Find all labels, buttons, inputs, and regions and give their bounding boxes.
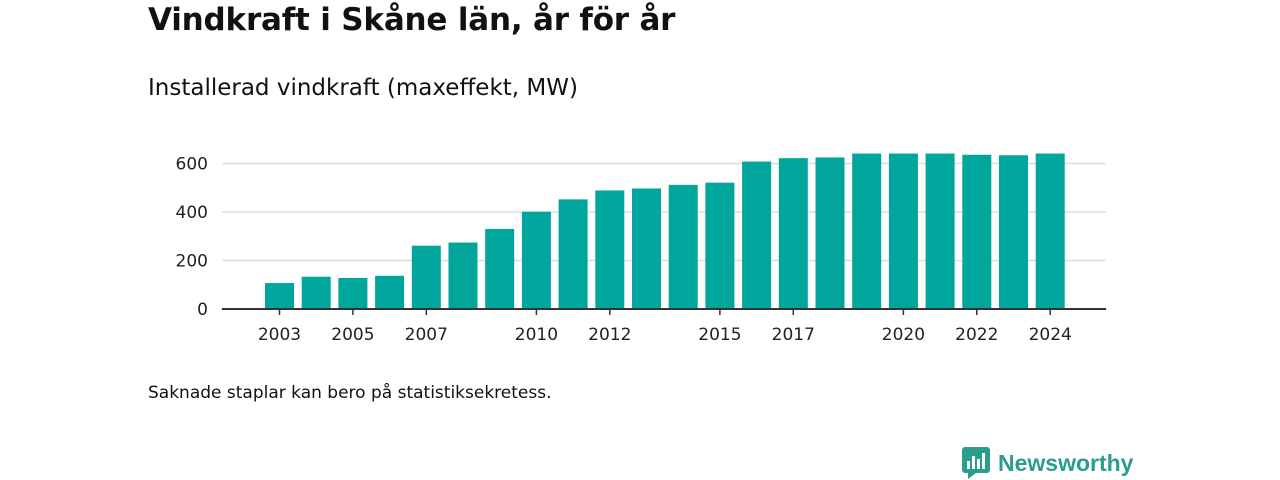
bar-2005 <box>338 277 368 309</box>
bar-2007 <box>411 245 441 309</box>
bar-2008 <box>448 242 478 309</box>
bar-2021 <box>925 153 955 309</box>
bar-2003 <box>265 283 294 309</box>
bar-2015 <box>705 182 735 309</box>
x-tick-label-2005: 2005 <box>331 325 374 345</box>
footnote: Saknade staplar kan bero på statistiksek… <box>148 383 552 403</box>
y-tick-label-200: 200 <box>176 252 208 272</box>
bar-2022 <box>962 154 992 309</box>
x-tick-label-2012: 2012 <box>588 325 631 345</box>
bar-2012 <box>595 190 625 309</box>
x-tick-label-2020: 2020 <box>882 325 925 345</box>
x-tick-label-2010: 2010 <box>515 325 558 345</box>
newsworthy-logo-icon <box>962 447 990 479</box>
y-tick-label-0: 0 <box>197 300 208 320</box>
bar-2011 <box>558 199 588 309</box>
bar-2013 <box>632 188 661 309</box>
x-tick-label-2017: 2017 <box>772 325 815 345</box>
bar-chart: 0 200 400 600 2003 2005 2007 2010 2012 2015 2017 20… <box>176 153 1106 345</box>
y-tick-label-400: 400 <box>176 203 208 223</box>
bar-2016 <box>742 161 772 309</box>
brand-name: Newsworthy <box>998 449 1134 476</box>
bar-2006 <box>375 275 405 309</box>
bar-2019 <box>852 153 882 309</box>
bar-2004 <box>301 276 331 309</box>
chart-subtitle: Installerad vindkraft (maxeffekt, MW) <box>148 75 578 101</box>
bar-2017 <box>778 158 808 309</box>
bar-2018 <box>815 157 845 309</box>
x-tick-label-2024: 2024 <box>1029 325 1072 345</box>
bar-2023 <box>999 155 1028 309</box>
bar-2014 <box>668 184 698 309</box>
y-tick-label-600: 600 <box>176 155 208 175</box>
chart-title: Vindkraft i Skåne län, år för år <box>148 2 676 38</box>
x-tick-label-2007: 2007 <box>405 325 448 345</box>
bar-2020 <box>888 153 918 309</box>
bar-2010 <box>521 211 551 309</box>
bar-2024 <box>1035 153 1065 309</box>
x-tick-label-2022: 2022 <box>955 325 998 345</box>
x-tick-label-2003: 2003 <box>258 325 301 345</box>
brand-logo: Newsworthy <box>962 447 1133 479</box>
bar-2009 <box>485 228 515 309</box>
x-tick-label-2015: 2015 <box>698 325 741 345</box>
